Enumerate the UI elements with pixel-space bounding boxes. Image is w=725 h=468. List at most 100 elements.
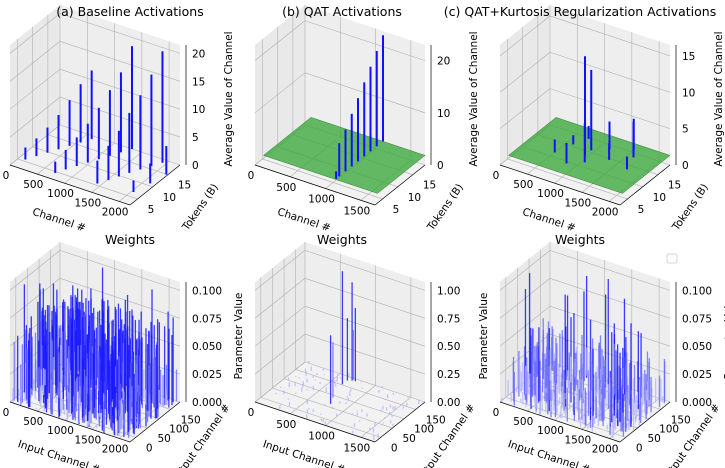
z-tick-label: 0: [437, 160, 444, 172]
z-tick-label: 0.00: [437, 397, 460, 409]
y-tick-label: 10: [408, 192, 421, 204]
x-axis-label: Input Channel #: [261, 438, 346, 468]
z-tick-label: 0.025: [682, 369, 712, 381]
x-tick-label: 0: [3, 170, 10, 182]
z-tick-label: 0.050: [682, 341, 712, 353]
x-tick-label: 0: [248, 170, 255, 182]
x-tick-label: 2000: [102, 206, 129, 218]
y-axis-line: [374, 401, 426, 443]
z-tick-label: 0.075: [192, 313, 222, 325]
back-wall-pane: [550, 242, 670, 402]
x-axis-line: [254, 164, 376, 206]
z-tick-label: 0.50: [437, 341, 460, 353]
y-axis-line: [619, 401, 671, 443]
y-tick-label: 15: [668, 180, 681, 192]
chart-title: Weights: [105, 232, 155, 247]
x-tick-label: 1500: [564, 197, 591, 209]
x-tick-label: 1500: [344, 205, 371, 217]
x-axis-label: Channel #: [276, 206, 332, 234]
x-tick-label: 500: [23, 179, 43, 191]
y-tick-label: 150: [426, 414, 446, 426]
chart-title: (b) QAT Activations: [282, 4, 402, 19]
x-axis-label: Channel #: [521, 206, 577, 234]
x-tick-label: 2000: [592, 443, 619, 455]
legend-box: [666, 253, 678, 264]
z-tick-label: 0.25: [437, 369, 460, 381]
bars: [553, 56, 635, 170]
z-tick-label: 15: [192, 76, 205, 88]
chart-title: Weights: [317, 232, 367, 247]
x-tick-label: 1500: [74, 434, 101, 446]
z-tick-label: 0.050: [192, 341, 222, 353]
y-tick-label: 100: [414, 424, 434, 436]
x-tick-label: 1000: [47, 425, 74, 437]
z-tick-label: 0: [682, 160, 689, 172]
y-axis-line: [129, 401, 181, 443]
x-tick-label: 500: [513, 416, 533, 428]
x-tick-label: 500: [513, 179, 533, 191]
z-tick-label: 20: [192, 48, 205, 60]
z-tick-label: 20: [437, 56, 450, 68]
x-axis-line: [499, 401, 621, 443]
z-tick-label: 0.025: [192, 369, 222, 381]
z-tick-label: 0.075: [682, 313, 712, 325]
z-tick-label: 5: [192, 132, 199, 144]
x-tick-label: 0: [493, 170, 500, 182]
x-tick-label: 0: [493, 407, 500, 419]
gridlines: [254, 242, 426, 438]
back-wall-pane: [550, 5, 670, 165]
z-tick-label: 10: [437, 108, 450, 120]
z-tick-label: 0.000: [192, 397, 222, 409]
z-axis-label: Parameter Value: [478, 293, 490, 380]
chart-title: (c) QAT+Kurtosis Regularization Activati…: [444, 4, 716, 19]
y-tick-label: 50: [647, 433, 660, 445]
bars: [275, 271, 420, 440]
z-tick-label: 1.00: [437, 285, 460, 297]
x-axis-line: [254, 401, 376, 443]
x-tick-label: 2000: [592, 206, 619, 218]
x-tick-label: 1500: [344, 442, 371, 454]
left-wall-pane: [10, 5, 60, 165]
left-wall-pane: [255, 242, 305, 402]
x-tick-label: 0: [3, 407, 10, 419]
chart-title: (a) Baseline Activations: [56, 4, 203, 19]
y-tick-label: 5: [393, 204, 400, 216]
z-tick-label: 0.000: [682, 397, 712, 409]
x-axis-label: Channel #: [31, 206, 87, 234]
y-tick-label: 0: [146, 442, 153, 454]
z-axis-label: Average Value of Channel: [223, 31, 235, 166]
y-tick-label: 150: [181, 414, 201, 426]
y-tick-label: 100: [659, 424, 679, 436]
z-axis-label: Parameter Value: [723, 293, 725, 380]
bars: [24, 46, 168, 192]
z-tick-label: 0: [192, 160, 199, 172]
y-tick-label: 15: [178, 180, 191, 192]
x-tick-label: 500: [23, 416, 43, 428]
x-tick-label: 0: [248, 407, 255, 419]
z-tick-label: 10: [682, 87, 695, 99]
left-wall-pane: [500, 5, 550, 165]
z-tick-label: 10: [192, 104, 205, 116]
x-axis-line: [9, 164, 131, 206]
x-tick-label: 1500: [564, 434, 591, 446]
x-tick-label: 1000: [308, 194, 335, 206]
left-wall-pane: [255, 5, 305, 165]
floor-pane: [10, 125, 180, 205]
y-tick-label: 5: [148, 204, 155, 216]
z-tick-label: 0.75: [437, 313, 460, 325]
x-tick-label: 1500: [74, 197, 101, 209]
x-tick-label: 1000: [47, 188, 74, 200]
x-tick-label: 1000: [308, 431, 335, 443]
plane-surface: [262, 117, 426, 194]
z-tick-label: 5: [682, 124, 689, 136]
bars: [12, 267, 178, 438]
z-tick-label: 15: [682, 51, 695, 63]
z-tick-label: 0.100: [192, 285, 222, 297]
x-tick-label: 500: [276, 182, 296, 194]
